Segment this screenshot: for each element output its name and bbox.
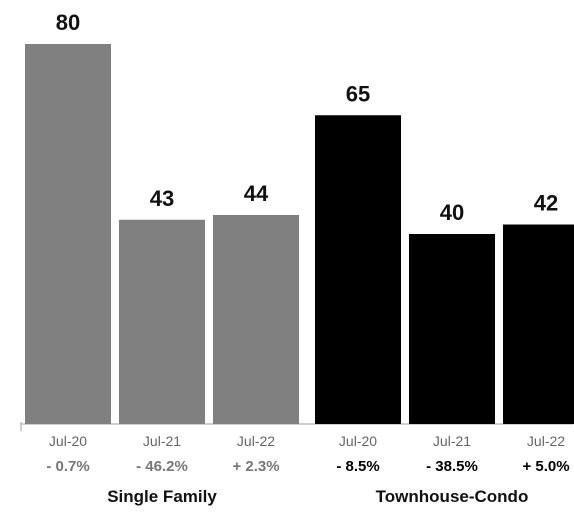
value-label-0-1: 43 [150, 186, 174, 211]
value-label-1-0: 65 [346, 81, 370, 106]
value-label-1-2: 42 [534, 191, 558, 216]
change-label-0-2: + 2.3% [232, 458, 279, 475]
change-label-0-1: - 46.2% [136, 458, 188, 475]
bar-0-2 [213, 215, 299, 424]
x-tick-label-0-2: Jul-22 [237, 433, 275, 449]
change-label-1-1: - 38.5% [426, 458, 478, 475]
x-tick-label-1-1: Jul-21 [433, 433, 471, 449]
x-tick-label-0-1: Jul-21 [143, 433, 181, 449]
change-label-0-0: - 0.7% [46, 458, 89, 475]
group-label-1: Townhouse-Condo [376, 487, 529, 506]
bar-0-1 [119, 219, 205, 424]
bar-1-2 [503, 224, 574, 424]
change-label-1-0: - 8.5% [336, 458, 379, 475]
x-tick-label-1-0: Jul-20 [339, 433, 377, 449]
value-label-1-1: 40 [440, 200, 464, 225]
x-tick-label-1-2: Jul-22 [527, 433, 565, 449]
change-label-1-2: + 5.0% [522, 458, 569, 475]
bar-1-0 [315, 115, 401, 424]
bar-0-0 [25, 44, 111, 424]
bar-1-1 [409, 234, 495, 424]
group-label-0: Single Family [107, 487, 217, 506]
x-tick-label-0-0: Jul-20 [49, 433, 87, 449]
value-label-0-2: 44 [244, 181, 269, 206]
value-label-0-0: 80 [56, 10, 80, 35]
